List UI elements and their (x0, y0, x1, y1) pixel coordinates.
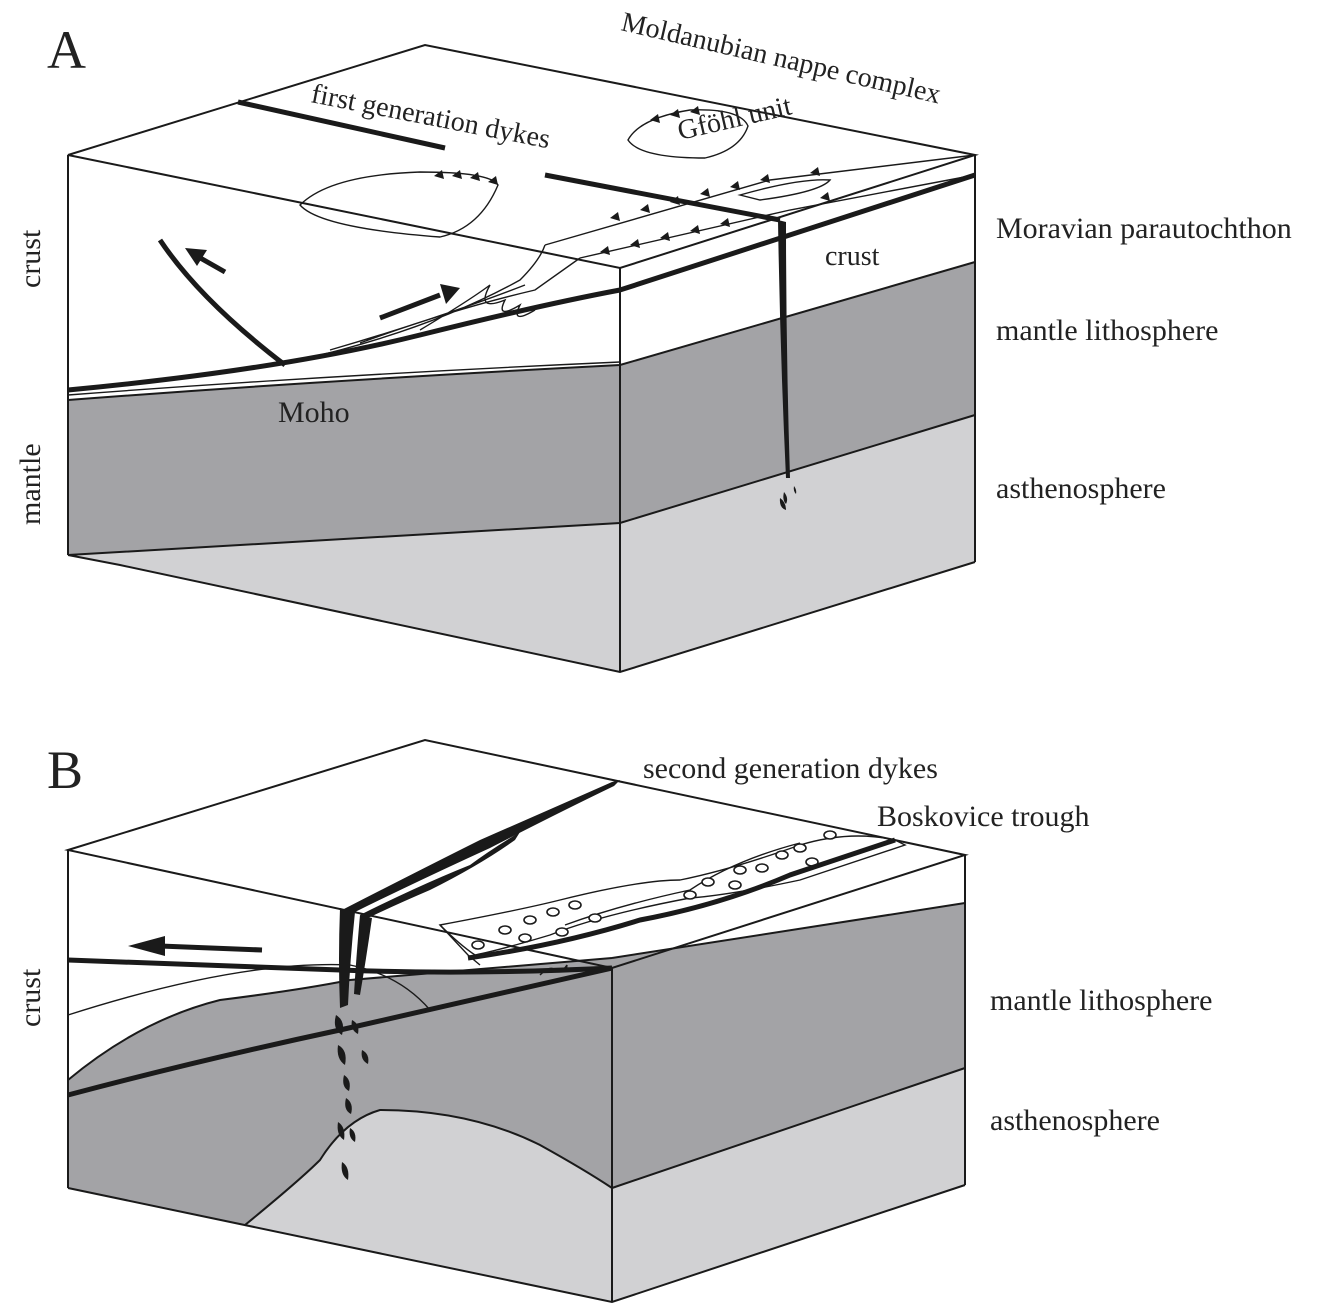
b-dyke-droplets (334, 1015, 369, 1180)
panel-a: A Moldanubian nappe complex Gföhl unit f… (14, 7, 1292, 674)
b-dyke-vertical-1 (339, 908, 355, 1008)
b-astheno-right (611, 1067, 966, 1189)
b-litho-top-front (67, 957, 613, 1081)
b-trough-pebbles (471, 830, 837, 950)
b-trough-fill-line (439, 924, 481, 966)
a-gfohl-lens (627, 109, 749, 159)
a-arrow-thrust (379, 292, 441, 321)
a-detachment-fault (67, 172, 976, 393)
b-label-second-dykes: second generation dykes (643, 752, 938, 785)
b-front-mantle-lithosphere (68, 958, 612, 1225)
a-right-mantle-lithosphere (620, 262, 975, 523)
a-label-asthenosphere: asthenosphere (996, 472, 1166, 505)
b-front-asthenosphere (245, 1110, 612, 1302)
a-label-moho: Moho (278, 396, 350, 429)
b-trough-inner (564, 842, 801, 926)
a-thrust-teeth (434, 106, 830, 255)
panel-b: B second generation dykes Boskovice trou… (14, 738, 1212, 1304)
b-trough-outline (438, 835, 907, 956)
a-nappe-lens (299, 171, 499, 238)
b-panel-letter: B (47, 740, 83, 800)
a-thrust-2 (579, 174, 976, 259)
a-right-asthenosphere (620, 415, 975, 672)
a-label-moravian: Moravian parautochthon (996, 212, 1292, 245)
b-dyke-vertical-2 (354, 915, 372, 995)
a-listric-fault (157, 238, 287, 367)
a-dyke-vertical (778, 220, 790, 478)
a-thrust-lens (737, 179, 832, 201)
b-right-mantle-lithosphere (612, 903, 965, 1188)
a-front-asthenosphere (68, 523, 620, 672)
b-thin-dome-line (67, 963, 431, 1016)
a-litho-top (67, 261, 976, 401)
b-label-mantle-lithosphere: mantle lithosphere (990, 984, 1212, 1017)
b-arrow-extension (159, 943, 263, 953)
a-dyke-trace-top-1 (237, 99, 446, 151)
b-dyke-surface-trace-1 (342, 780, 620, 912)
a-mantle-boundary (67, 414, 976, 556)
b-label-asthenosphere: asthenosphere (990, 1104, 1160, 1137)
b-astheno-top-front (244, 1108, 613, 1226)
a-front-mantle-lithosphere (68, 365, 620, 555)
a-thin-moho-line (67, 361, 621, 396)
b-bottom-edges (67, 1184, 966, 1304)
a-dyke-droplet-1 (783, 492, 788, 504)
a-fold-lines (299, 244, 581, 361)
a-dyke-droplet-3 (793, 486, 797, 494)
a-label-mantle: mantle (14, 443, 47, 525)
b-right-asthenosphere (612, 1068, 965, 1302)
a-label-mantle-lithosphere: mantle lithosphere (996, 314, 1218, 347)
b-label-crust-side: crust (14, 968, 47, 1027)
a-panel-letter: A (47, 20, 86, 80)
a-bottom-edges (67, 554, 976, 674)
b-litho-right (611, 902, 966, 959)
a-label-crust-inner: crust (825, 241, 880, 272)
a-dyke-droplet-2 (779, 498, 786, 510)
a-label-crust-side: crust (14, 229, 47, 288)
a-dyke-trace-top-2 (544, 172, 781, 223)
b-trough-base (467, 837, 896, 961)
b-dyke-surface-trace-2 (360, 832, 520, 918)
b-label-boskovice: Boskovice trough (877, 800, 1089, 833)
a-thrust-1 (544, 154, 976, 246)
